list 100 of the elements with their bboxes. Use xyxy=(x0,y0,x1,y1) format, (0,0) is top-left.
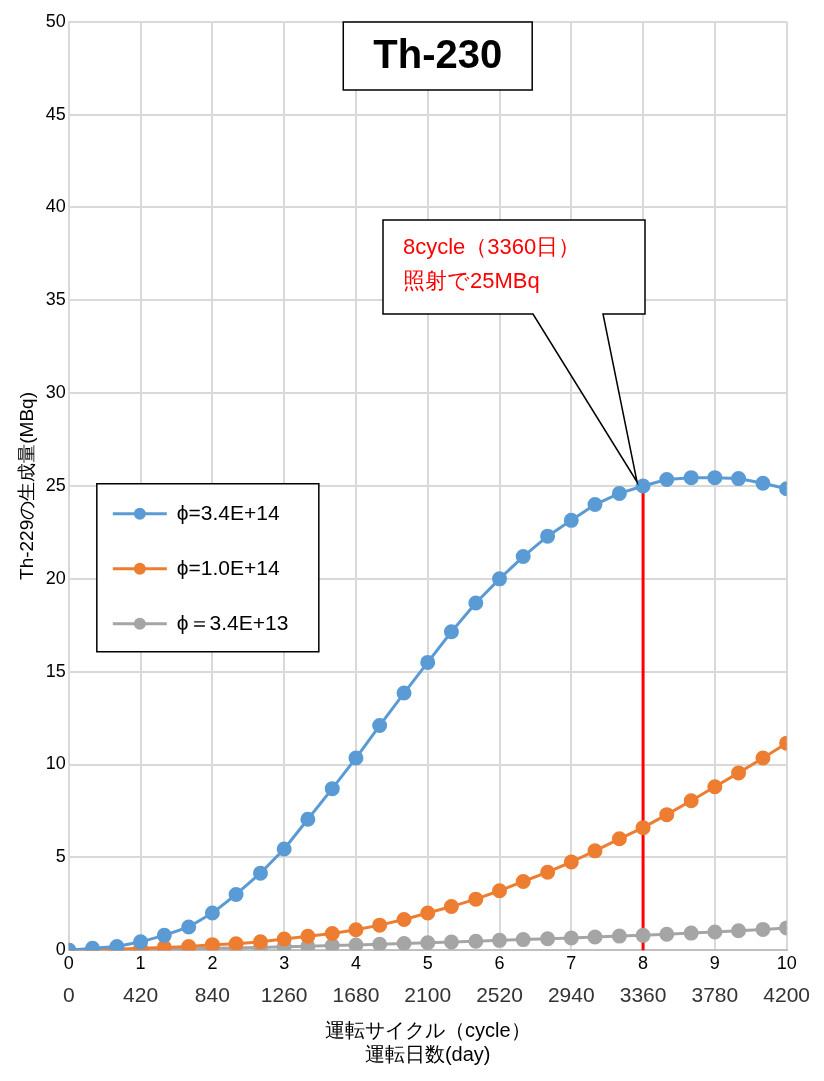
x-tick-label: 1 xyxy=(135,952,146,973)
point xyxy=(420,935,436,951)
point xyxy=(587,843,603,859)
x2-axis-title: 運転日数(day) xyxy=(364,1042,491,1065)
y-tick-label: 35 xyxy=(45,289,66,310)
point xyxy=(635,927,651,943)
point xyxy=(659,807,675,823)
point xyxy=(611,485,627,501)
point xyxy=(443,934,459,950)
point xyxy=(420,654,436,670)
point xyxy=(755,921,771,937)
x-tick-label: 3 xyxy=(279,952,290,973)
point xyxy=(468,595,484,611)
point xyxy=(635,820,651,836)
x2-tick-label: 2100 xyxy=(404,983,452,1007)
point xyxy=(707,924,723,940)
point xyxy=(755,475,771,491)
point xyxy=(659,926,675,942)
x-tick-label: 9 xyxy=(709,952,720,973)
point xyxy=(252,865,268,881)
point xyxy=(300,811,316,827)
point xyxy=(563,512,579,528)
y-tick-label: 10 xyxy=(45,753,66,774)
point xyxy=(204,905,220,921)
y-tick-label: 25 xyxy=(45,474,66,495)
point xyxy=(492,883,508,899)
point xyxy=(324,938,340,951)
y-tick-label: 45 xyxy=(45,103,66,124)
y-tick-label: 5 xyxy=(55,846,66,867)
x-tick-label: 7 xyxy=(566,952,577,973)
point xyxy=(540,528,556,544)
x2-tick-label: 1260 xyxy=(260,983,308,1007)
point xyxy=(492,932,508,948)
y-tick-label: 40 xyxy=(45,196,66,217)
x-tick-label: 10 xyxy=(776,952,797,973)
legend-label: ϕ=3.4E+14 xyxy=(176,500,280,524)
point xyxy=(659,472,675,487)
x2-tick-label: 840 xyxy=(194,983,230,1007)
point xyxy=(276,841,292,857)
point xyxy=(252,934,268,950)
x-tick-label: 2 xyxy=(207,952,218,973)
y-tick-label: 15 xyxy=(45,660,66,681)
point xyxy=(372,917,388,933)
point xyxy=(468,891,484,907)
point xyxy=(228,887,244,902)
point xyxy=(683,470,699,486)
point xyxy=(755,750,771,766)
point xyxy=(420,905,436,921)
point xyxy=(181,919,197,935)
legend-label: ϕ＝3.4E+13 xyxy=(176,610,289,634)
point xyxy=(348,750,364,766)
point xyxy=(587,929,603,945)
point xyxy=(228,936,244,951)
point xyxy=(731,923,747,939)
x-axis-title: 運転サイクル（cycle） xyxy=(324,1018,531,1041)
point xyxy=(515,874,531,889)
point xyxy=(563,854,579,870)
point xyxy=(468,933,484,949)
point xyxy=(707,779,723,795)
point xyxy=(396,912,412,928)
x2-tick-label: 1680 xyxy=(332,983,380,1007)
x-tick-label: 5 xyxy=(422,952,433,973)
x2-tick-label: 2520 xyxy=(476,983,523,1007)
point xyxy=(443,899,459,915)
point xyxy=(348,922,364,938)
point xyxy=(731,765,747,781)
point xyxy=(515,549,531,565)
point xyxy=(396,685,412,701)
point xyxy=(492,571,508,587)
point xyxy=(300,928,316,944)
x-tick-label: 6 xyxy=(494,952,505,973)
legend-label: ϕ=1.0E+14 xyxy=(176,555,280,579)
chart-title: Th-230 xyxy=(373,32,503,77)
point xyxy=(324,781,340,797)
point xyxy=(611,831,627,847)
x-tick-label: 4 xyxy=(350,952,361,973)
point xyxy=(683,793,699,809)
point xyxy=(707,470,723,486)
x2-tick-label: 3360 xyxy=(619,983,667,1007)
point xyxy=(563,930,579,946)
point xyxy=(372,718,388,734)
point xyxy=(133,934,149,950)
annotation: 8cycle（3360日）照射で25MBq xyxy=(403,234,581,294)
x2-tick-label: 3780 xyxy=(691,983,739,1007)
point xyxy=(683,925,699,941)
point xyxy=(611,928,627,944)
y-tick-label: 50 xyxy=(45,10,66,31)
y-axis-title: Th-229の生成量(MBq) xyxy=(15,392,37,580)
point xyxy=(515,932,531,948)
point xyxy=(635,478,651,494)
point xyxy=(587,497,603,513)
y-tick-label: 30 xyxy=(45,382,66,403)
point xyxy=(540,931,556,947)
point xyxy=(156,927,172,943)
point xyxy=(540,864,556,880)
x2-tick-label: 420 xyxy=(123,983,159,1007)
x2-tick-label: 4200 xyxy=(763,983,810,1007)
point xyxy=(396,936,412,951)
x2-tick-label: 2940 xyxy=(547,983,595,1007)
point xyxy=(324,925,340,941)
